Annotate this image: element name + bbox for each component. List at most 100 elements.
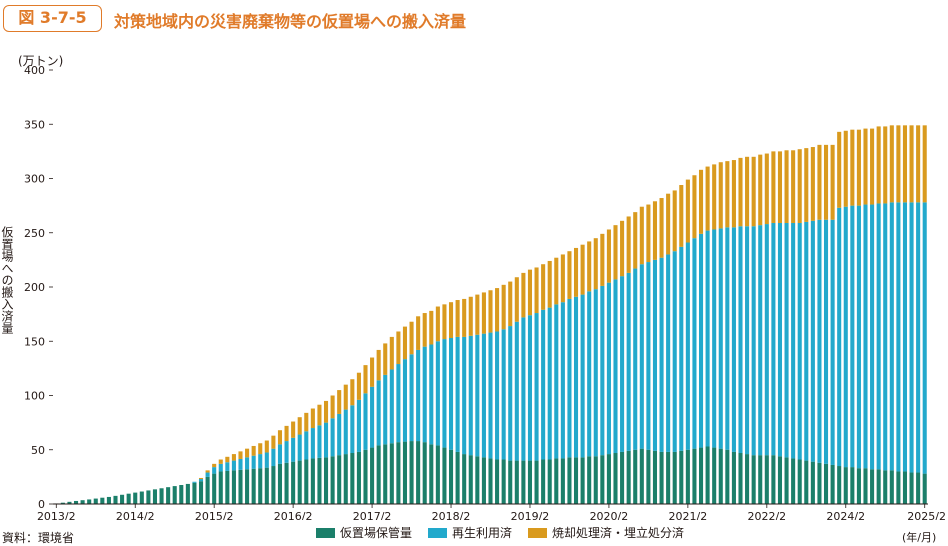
bar-segment-storage [376, 445, 381, 504]
bar-segment-storage [666, 451, 671, 504]
bar-segment-storage [245, 469, 250, 504]
bar-segment-incinerated [606, 229, 611, 283]
bar-segment-incinerated [850, 129, 855, 206]
bar-segment-recycled [850, 205, 855, 468]
bar-segment-storage [363, 449, 368, 504]
bar-segment-incinerated [218, 459, 223, 464]
bar-segment-storage [277, 463, 283, 504]
bar-segment-recycled [205, 472, 210, 477]
bar-segment-recycled [883, 203, 888, 471]
bar-segment-recycled [277, 444, 283, 464]
bar-segment-storage [106, 496, 111, 504]
bar-segment-incinerated [304, 412, 309, 432]
bar-segment-recycled [587, 291, 592, 457]
bar-segment-storage [804, 460, 809, 504]
bar-segment-storage [481, 457, 486, 504]
bar-segment-recycled [745, 226, 750, 455]
bar-segment-storage [527, 460, 533, 504]
bar-segment-incinerated [225, 456, 230, 463]
y-tick-label: 300 [24, 173, 45, 186]
bar-segment-storage [547, 459, 552, 504]
bar-segment-storage [225, 470, 230, 504]
bar-segment-incinerated [567, 251, 572, 299]
bar-segment-recycled [856, 205, 861, 469]
bar-segment-storage [712, 447, 717, 504]
bar-segment-storage [356, 451, 361, 504]
bar-segment-recycled [258, 454, 263, 469]
bar-segment-recycled [212, 467, 217, 474]
bar-segment-storage [916, 472, 921, 504]
legend-label-storage: 仮置場保管量 [340, 526, 413, 540]
bar-segment-incinerated [817, 144, 822, 220]
bar-segment-storage [73, 500, 79, 504]
bar-segment-storage [593, 456, 598, 504]
bar-segment-recycled [672, 251, 677, 452]
bar-segment-storage [218, 471, 223, 504]
bar-segment-incinerated [797, 149, 802, 223]
bar-segment-storage [488, 458, 493, 504]
bar-segment-recycled [679, 246, 684, 451]
y-axis-label: 仮置場への搬入済量 [0, 226, 14, 334]
bar-segment-recycled [297, 434, 302, 461]
bar-segment-recycled [284, 441, 289, 463]
bar-segment-incinerated [718, 162, 723, 229]
bar-segment-incinerated [297, 417, 302, 435]
bar-segment-storage [133, 492, 138, 504]
bar-segment-incinerated [922, 125, 927, 203]
bar-segment-storage [284, 462, 289, 504]
bar-segment-incinerated [481, 292, 486, 334]
bar-segment-recycled [547, 307, 552, 460]
bar-segment-incinerated [587, 241, 592, 292]
bar-segment-incinerated [666, 193, 671, 255]
bar-segment-recycled [356, 399, 361, 452]
bar-segment-storage [705, 446, 710, 504]
bar-segment-incinerated [495, 288, 500, 332]
bar-segment-recycled [323, 422, 329, 458]
bar-segment-storage [679, 450, 684, 504]
bar-segment-recycled [817, 219, 822, 463]
bar-segment-incinerated [554, 257, 559, 305]
bar-segment-recycled [738, 226, 743, 454]
bar-segment-incinerated [521, 272, 526, 318]
bar-segment-recycled [370, 386, 375, 448]
bar-segment-storage [554, 458, 559, 504]
legend-item-storage: 仮置場保管量 [316, 524, 412, 541]
bar-segment-recycled [902, 202, 908, 472]
bar-segment-recycled [685, 242, 690, 450]
bar-segment-storage [271, 466, 276, 504]
bar-segment-incinerated [448, 302, 454, 338]
bar-segment-incinerated [442, 304, 447, 340]
bar-segment-storage [297, 460, 302, 504]
bar-segment-recycled [758, 225, 763, 456]
bar-segment-recycled [751, 226, 756, 456]
bar-segment-incinerated [672, 190, 677, 252]
bar-segment-storage [856, 468, 861, 504]
bar-segment-storage [370, 447, 375, 504]
bar-segment-recycled [692, 238, 697, 449]
bar-segment-recycled [514, 321, 519, 461]
bar-segment-storage [843, 467, 848, 504]
bar-segment-storage [626, 450, 631, 504]
x-tick-label: 2022/2 [747, 510, 786, 520]
bar-segment-recycled [291, 437, 296, 462]
bar-segment-recycled [554, 304, 559, 459]
bar-segment-recycled [455, 336, 460, 452]
bar-segment-recycled [639, 264, 644, 449]
bar-segment-storage [521, 460, 526, 504]
bar-segment-storage [784, 457, 789, 504]
bar-segment-incinerated [810, 147, 815, 221]
bar-segment-storage [330, 456, 335, 504]
bar-segment-storage [416, 441, 421, 504]
x-tick-label: 2021/2 [669, 510, 708, 520]
bar-segment-incinerated [870, 128, 875, 205]
bar-segment-incinerated [389, 336, 394, 370]
bar-segment-storage [514, 460, 519, 504]
bar-segment-storage [587, 456, 592, 504]
x-tick-label: 2017/2 [353, 510, 392, 520]
bar-segment-recycled [889, 202, 894, 471]
bar-segment-recycled [698, 233, 704, 448]
bar-segment-recycled [560, 302, 565, 459]
y-tick-label: 100 [24, 390, 45, 403]
bar-segment-storage [830, 464, 835, 504]
bar-segment-storage [672, 451, 677, 504]
